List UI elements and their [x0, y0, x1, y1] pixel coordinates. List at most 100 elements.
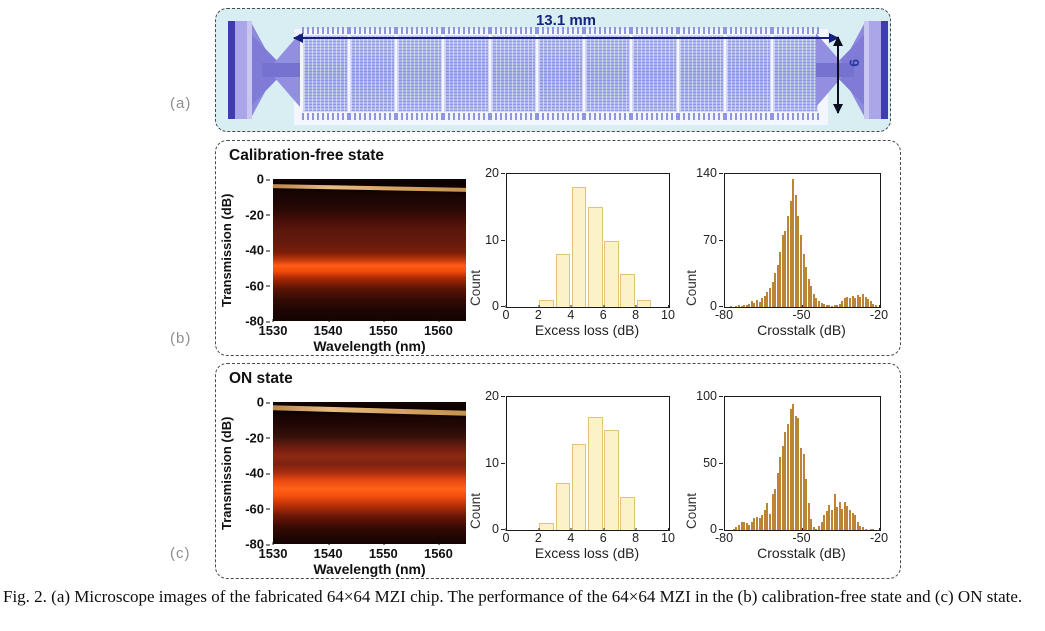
chip-mzi-block-array [302, 27, 819, 120]
spectrum-x-axis-label: Wavelength (nm) [313, 338, 426, 354]
histogram-bar [781, 234, 784, 307]
histogram-bar [854, 515, 857, 530]
x-tick-label: 4 [567, 528, 575, 545]
histogram-bar [861, 527, 864, 530]
histogram-bar [766, 291, 769, 307]
histogram-bar [784, 231, 787, 307]
histogram-bar [841, 301, 844, 307]
x-tick-label: 6 [599, 305, 607, 322]
x-tick-label: 8 [632, 305, 640, 322]
x-tick-label: 8 [632, 528, 640, 545]
y-tick-label: 50 [703, 455, 723, 470]
y-tick-label: 0 [256, 171, 271, 187]
histogram-bar [872, 528, 875, 530]
histogram-bar [851, 512, 854, 530]
histogram-bar [776, 265, 779, 307]
x-tick-label: 1530 [258, 542, 288, 561]
histogram-bar [730, 306, 733, 307]
histogram-bar [768, 514, 771, 530]
histogram-bar [743, 522, 746, 530]
histogram-bar [810, 519, 813, 530]
histogram-bar [843, 298, 846, 307]
histogram-bar [604, 430, 619, 530]
histogram-bar [636, 300, 652, 307]
histogram-bar [732, 528, 735, 530]
histogram-bar [849, 298, 851, 307]
spectrum-x-axis-label: Wavelength (nm) [313, 561, 426, 577]
excess-loss-histogram [506, 173, 670, 308]
x-tick-label: 1540 [313, 542, 343, 561]
crosstalk-y-ticks: 0 70 140 [694, 166, 723, 313]
panel-on-state: ON state Transmission (dB) 0 -20 -40 -60 -80… [215, 363, 901, 579]
chip-mzi-block [631, 27, 678, 120]
x-tick-label: -80 [714, 528, 734, 545]
histogram-bar [851, 295, 854, 307]
histogram-bar [740, 306, 743, 307]
histogram-bar [735, 527, 738, 530]
histogram-bar [836, 305, 839, 307]
histogram-bar [838, 304, 841, 307]
x-tick-label: 1540 [313, 319, 343, 338]
excess-loss-y-ticks: 0 10 20 [480, 166, 505, 313]
chip-mzi-block [772, 27, 819, 120]
histogram-bar [763, 510, 766, 530]
histogram-bar [838, 502, 841, 530]
histogram-bar [779, 456, 782, 530]
histogram-bar [768, 288, 771, 307]
chip-mzi-block [678, 27, 725, 120]
y-tick-label: -20 [245, 207, 270, 222]
histogram-bar [771, 282, 774, 307]
histogram-bar [794, 194, 797, 307]
histogram-bar [820, 303, 823, 307]
histogram-bar [779, 251, 782, 307]
panel-chip-micrograph: 13.1 mm 6 [215, 8, 891, 132]
y-tick-label: -40 [245, 465, 270, 481]
x-tick-label: 2 [534, 305, 542, 322]
y-tick-label: -80 [245, 313, 270, 329]
histogram-bar [787, 423, 789, 530]
histogram-bar [869, 301, 872, 307]
spectrum-x-ticks: 1530 1540 1550 1560 [259, 542, 466, 562]
histogram-bar [797, 215, 800, 307]
histogram-bar [807, 278, 810, 307]
spectrum-y-ticks: 0 -20 -40 -60 -80 [242, 172, 271, 329]
histogram-bar [588, 207, 603, 307]
histogram-bar [856, 522, 859, 530]
histogram-bar [753, 303, 756, 307]
histogram-bar [761, 298, 764, 307]
y-tick-label: 0 [256, 394, 271, 410]
histogram-bar [833, 494, 836, 530]
histogram-bar [750, 522, 753, 530]
histogram-bar [861, 293, 864, 307]
crosstalk-x-axis-label: Crosstalk (dB) [757, 545, 846, 561]
y-tick-label: -80 [245, 536, 270, 552]
histogram-bar [843, 502, 846, 530]
histogram-bar [820, 522, 823, 530]
histogram-bar [830, 510, 833, 530]
histogram-bar [571, 443, 587, 530]
y-tick-label: 20 [485, 389, 505, 403]
y-tick-label: 10 [485, 455, 505, 470]
spectrum-y-axis-label: Transmission (dB) [219, 193, 234, 307]
chip-mzi-block [443, 27, 490, 120]
chip-mzi-block [490, 27, 537, 120]
y-tick-label: 20 [485, 166, 505, 180]
histogram-bar [807, 503, 810, 530]
histogram-bar [799, 447, 802, 530]
y-tick-label: -20 [245, 430, 270, 445]
x-tick-label: 0 [502, 305, 510, 322]
y-tick-label: -60 [245, 501, 270, 516]
histogram-bar [756, 516, 758, 530]
histogram-bar [818, 526, 820, 530]
histogram-bar [776, 472, 779, 530]
histogram-bar [859, 526, 862, 530]
excess-loss-histogram [506, 396, 670, 531]
x-tick-label: 10 [661, 528, 675, 545]
histogram-bar [867, 299, 870, 307]
x-tick-label: 4 [567, 305, 575, 322]
histogram-bar [737, 305, 740, 307]
histogram-bar [846, 506, 849, 530]
x-tick-label: -50 [792, 528, 811, 545]
histogram-bar [761, 515, 764, 530]
excess-loss-x-axis-label: Excess loss (dB) [534, 545, 640, 561]
